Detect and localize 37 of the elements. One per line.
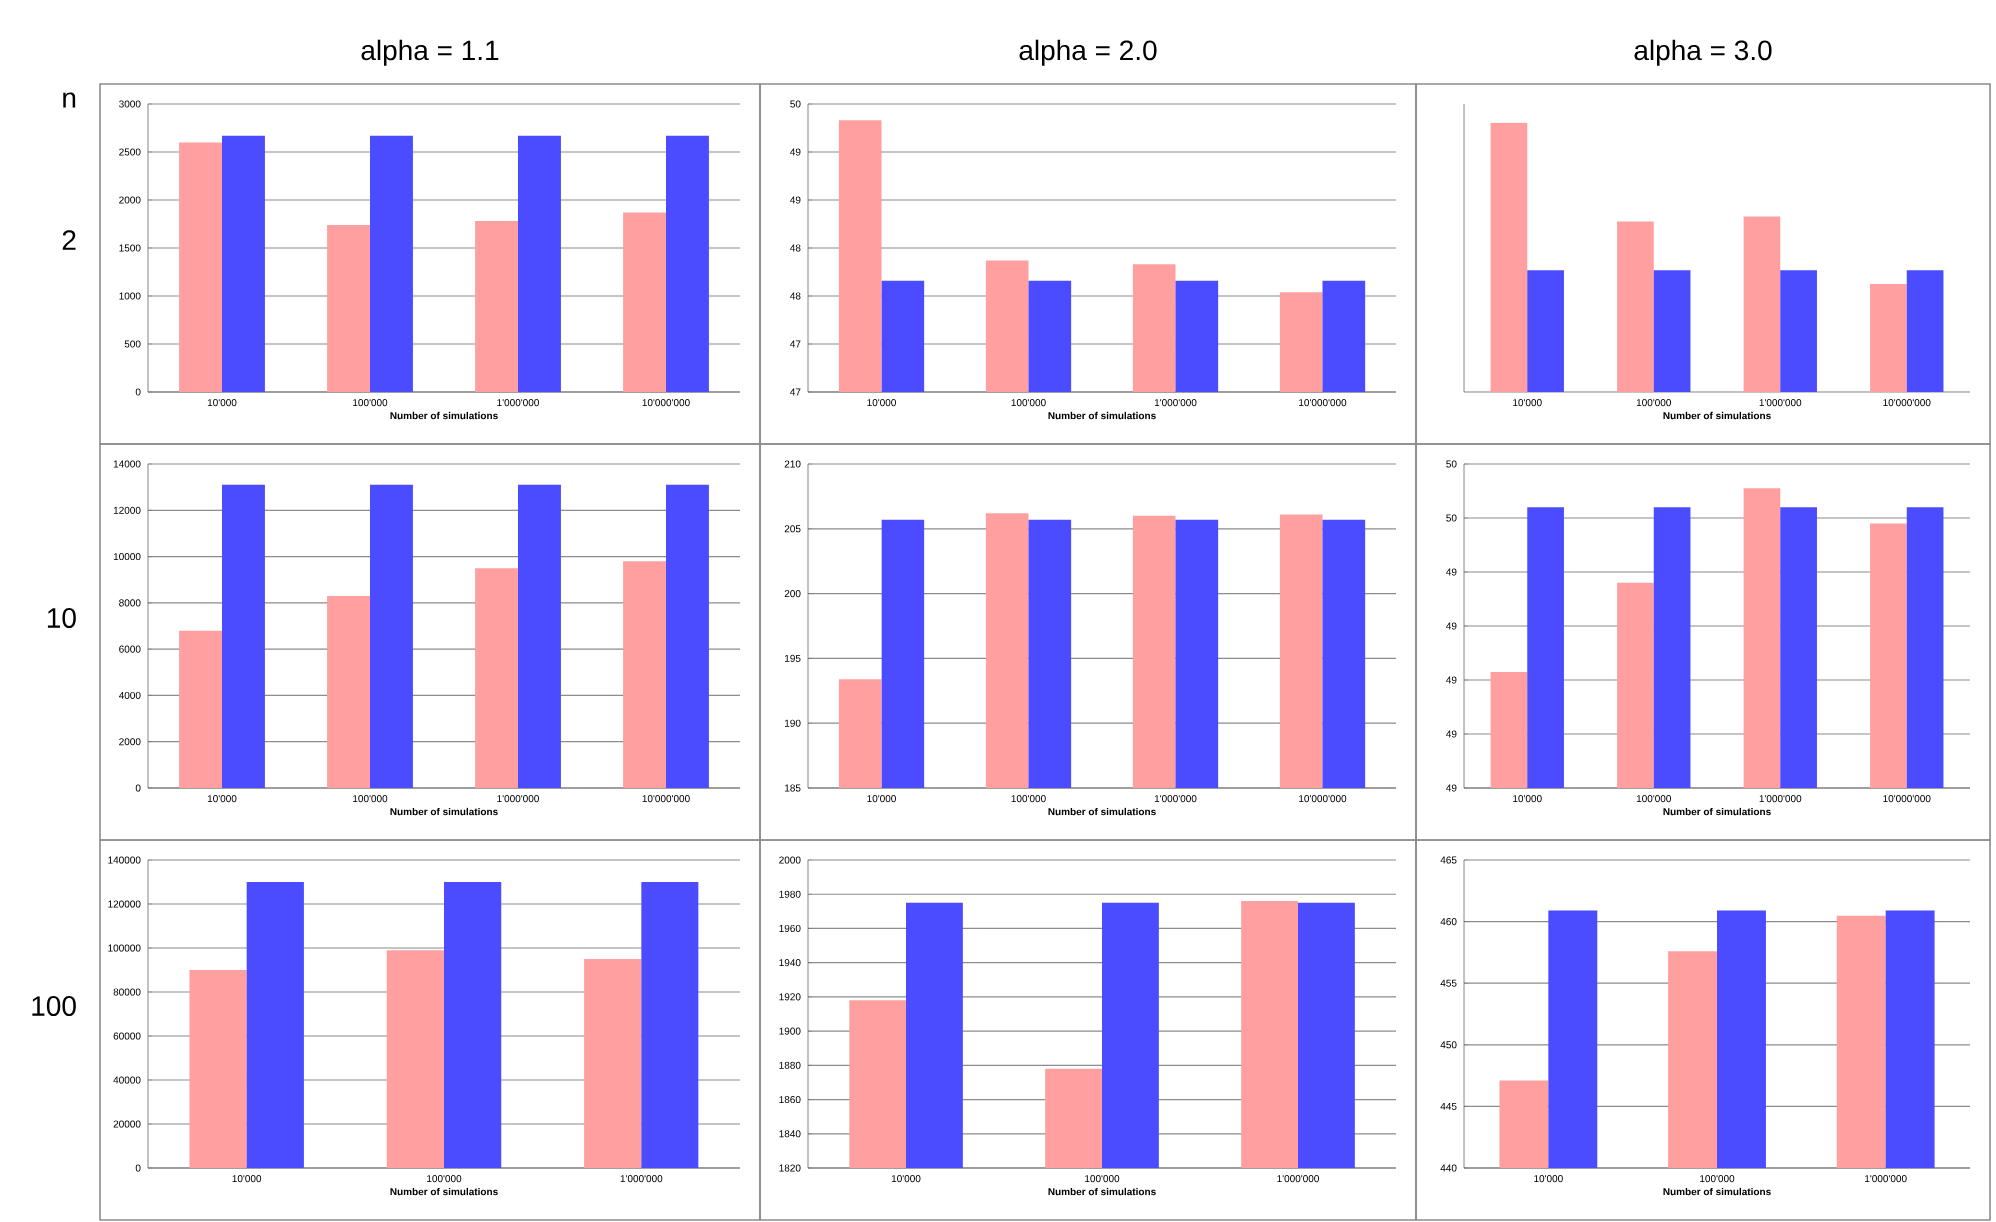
bar [475,221,518,392]
bar [623,212,667,392]
bar [246,882,304,1168]
bar [1653,270,1691,392]
bar [327,224,370,392]
text: 10 [47,608,76,628]
bar [518,484,561,788]
bar [370,135,413,392]
bar [444,882,502,1168]
bar [1743,216,1781,392]
text: 2 [62,230,76,250]
bar [1906,270,1944,392]
bar [222,135,265,392]
bar [370,484,413,788]
bar [222,484,265,788]
text: 100 [32,996,76,1016]
text: n [63,92,76,108]
bar [1617,221,1654,392]
bar [666,135,709,392]
bar [327,595,370,788]
bar [179,142,223,392]
bar [1870,284,1907,392]
bar [518,135,561,392]
bar [1780,270,1817,392]
bar [584,959,642,1168]
chart-title: alpha = 2.0 [1019,39,1157,66]
bar [1527,270,1564,392]
bar [623,561,667,788]
bar [386,950,445,1168]
chart-title: alpha = 1.1 [361,39,499,66]
chart-title: alpha = 3.0 [1634,39,1772,66]
bar [475,568,518,788]
bar [1490,122,1528,392]
bar [666,484,709,788]
bar [641,882,699,1168]
bar [179,630,223,788]
bar [189,970,247,1168]
